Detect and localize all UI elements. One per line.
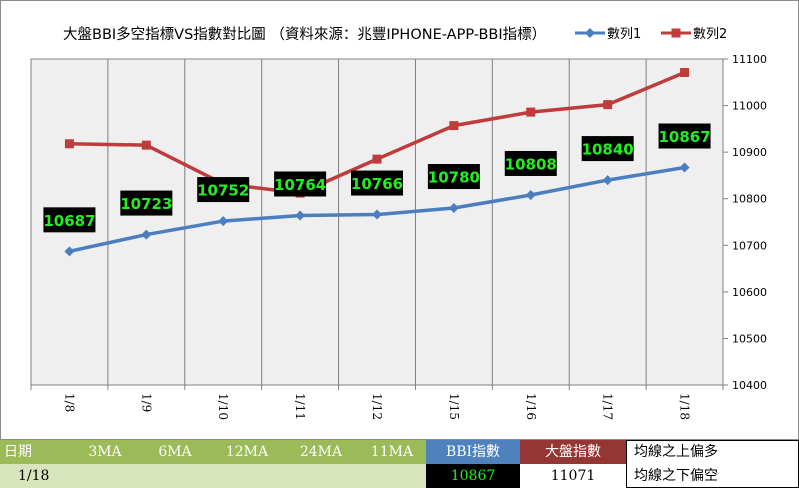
y-tick-label: 11000 [732,100,767,113]
y-tick-label: 10600 [732,286,767,299]
legend-series-1-label: 數列1 [607,27,642,42]
table-header-cell: 日期 [0,440,70,464]
table-cell: 1/18 [0,464,70,488]
x-tick-label: 1/10 [216,393,230,420]
data-label: 10766 [351,175,403,193]
x-tick-label: 1/17 [601,393,615,420]
table-cell [70,464,140,488]
table-header-cell: 12MA [210,440,284,464]
series-2-point [141,140,151,150]
data-label: 10780 [428,169,480,187]
legend-series-1-line-icon [575,27,605,38]
y-tick-label: 10800 [732,193,767,206]
table-header-cell: 大盤指數 [520,440,626,464]
table-cell: 10867 [426,464,520,488]
y-tick-label: 10900 [732,146,767,159]
data-label-box [658,123,711,149]
series-2-point [64,139,74,149]
data-label: 10764 [274,176,326,194]
series-1-point [64,246,75,257]
data-label-box [197,177,250,203]
y-tick-label: 10400 [732,379,767,392]
chart-title: 大盤BBI多空指標VS指數對比圖 （資料來源：兆豐IPHONE-APP-BBI指… [63,27,547,43]
table-header-cell: 11MA [358,440,426,464]
data-label-box [274,171,327,197]
table-cell [284,464,358,488]
data-label: 10808 [505,155,557,173]
data-label-box [427,164,480,190]
series-1-point [602,175,613,186]
table-header-cell: BBI指數 [426,440,520,464]
x-tick-label: 1/12 [370,393,384,420]
data-label-box [120,190,173,216]
data-label: 10723 [120,195,172,213]
series-1-point [141,229,152,240]
line-chart: 1/8 1/9 1/10 1/11 1/12 1/15 1/16 1/17 1/18 10400 1… [30,53,767,420]
table-header-cell: 24MA [284,440,358,464]
data-label: 10752 [197,182,249,200]
series-2-point [449,121,459,131]
series-2-point [603,100,613,110]
legend-series-2-line-icon [661,28,691,37]
series-1-point [448,203,459,214]
x-tick-label: 1/8 [62,393,76,412]
data-label-box [351,170,403,196]
plot-area [30,58,724,386]
x-tick-label: 1/18 [678,393,692,420]
y-tick-label: 10500 [732,332,767,345]
data-label-box [581,136,634,162]
data-label-box [43,207,96,233]
table-cell [140,464,210,488]
x-tick-label: 1/9 [139,393,153,412]
legend-series-2-label: 數列2 [693,27,728,42]
table-cell [358,464,426,488]
x-tick-label: 1/16 [524,393,538,420]
series-1-point [525,189,536,200]
data-label: 10867 [658,128,710,146]
series-2-point [680,68,690,78]
table-cell: 11071 [520,464,626,488]
table-cell: 均線之下偏空 [626,464,799,488]
x-tick-label: 1/11 [293,393,307,420]
series-1-point [218,216,229,227]
y-tick-label: 11100 [732,53,767,66]
series-2-point [372,154,382,164]
table-header-cell: 均線之上偏多 [626,440,799,464]
data-label-box [504,150,557,176]
table-header-cell: 6MA [140,440,210,464]
x-tick-label: 1/15 [447,393,461,420]
legend-series-2: 數列2 [659,23,727,42]
y-tick-label: 10700 [732,239,767,252]
data-label: 10687 [43,212,95,230]
table-cell [210,464,284,488]
series-1-point [295,210,306,221]
legend-series-1: 數列1 [573,23,641,42]
series-2-point [526,107,536,117]
data-label: 10840 [582,141,634,159]
chart-frame: 大盤BBI多空指標VS指數對比圖 （資料來源：兆豐IPHONE-APP-BBI指… [0,0,799,440]
table-header-cell: 3MA [70,440,140,464]
series-1-point [372,209,382,220]
series-1-point [679,162,690,173]
